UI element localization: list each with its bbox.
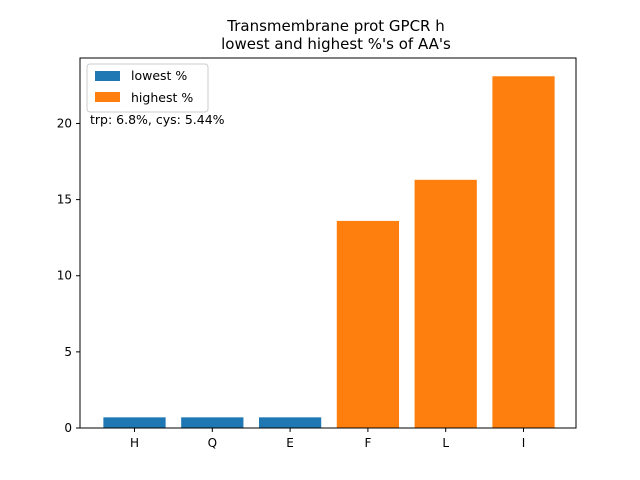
legend-label-lowest: lowest % xyxy=(131,68,187,83)
legend-swatch-highest xyxy=(95,92,120,102)
legend-swatch-lowest xyxy=(95,71,120,81)
legend: lowest % highest % xyxy=(86,63,209,113)
y-tick-label: 5 xyxy=(64,345,72,359)
chart-title-line-1: Transmembrane prot GPCR h xyxy=(226,17,445,35)
y-axis-ticks: 0 5 10 15 20 xyxy=(57,116,80,435)
bar-E xyxy=(258,417,322,428)
x-tick-label: F xyxy=(364,436,371,450)
x-tick-label: Q xyxy=(208,436,217,450)
bar-H xyxy=(103,417,166,428)
y-tick-label: 20 xyxy=(57,116,72,130)
bar-L xyxy=(414,179,477,428)
y-tick-label: 0 xyxy=(64,421,72,435)
x-tick-label: I xyxy=(522,436,526,450)
y-tick-label: 15 xyxy=(57,193,72,207)
legend-label-highest: highest % xyxy=(131,90,193,105)
bar-I xyxy=(492,76,555,428)
chart-annotation: trp: 6.8%, cys: 5.44% xyxy=(90,112,225,127)
bar-Q xyxy=(181,417,244,428)
bar-F xyxy=(336,220,400,428)
x-tick-label: E xyxy=(286,436,294,450)
bars-group xyxy=(103,76,555,428)
x-tick-label: L xyxy=(442,436,449,450)
y-tick-label: 10 xyxy=(57,269,72,283)
axes-frame xyxy=(79,57,577,429)
x-tick-label: H xyxy=(130,436,139,450)
chart-title-line-2: lowest and highest %'s of AA's xyxy=(221,35,451,53)
